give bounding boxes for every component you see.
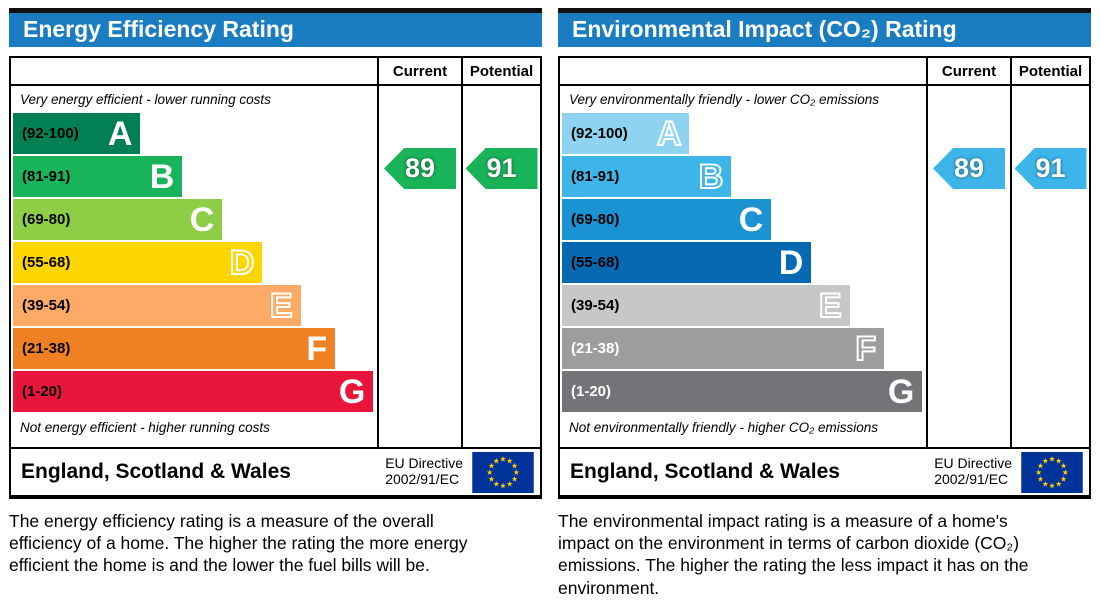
potential-column-header: Potential xyxy=(1010,58,1089,84)
rating-band-f: (21-38) F xyxy=(13,328,336,369)
band-range-label: (81-91) xyxy=(571,168,620,185)
potential-rating-cell: 91 xyxy=(1010,86,1089,447)
rating-band-c: (69-80) C xyxy=(562,199,772,240)
band-range-label: (81-91) xyxy=(22,168,71,185)
environmental-impact-chart: Environmental Impact (CO₂) Rating Curren… xyxy=(558,8,1091,599)
rating-band-b: (81-91) B xyxy=(562,156,732,197)
top-note: Very environmentally friendly - lower CO… xyxy=(569,92,879,107)
band-range-label: (1-20) xyxy=(22,383,63,400)
potential-rating-value: 91 xyxy=(1035,153,1066,183)
band-letter: G xyxy=(887,372,915,411)
rating-band-a: (92-100) A xyxy=(13,113,141,154)
rating-scale: Very environmentally friendly - lower CO… xyxy=(560,86,926,447)
potential-rating-value: 91 xyxy=(486,153,517,183)
potential-rating-arrow: 91 xyxy=(1014,148,1087,189)
band-letter: C xyxy=(738,200,764,239)
eu-directive-label: EU Directive 2002/91/EC xyxy=(385,455,463,487)
energy-efficiency-chart: Energy Efficiency Rating Current Potenti… xyxy=(9,8,542,599)
band-letter: D xyxy=(778,243,804,282)
band-range-label: (55-68) xyxy=(22,254,71,271)
table-header-row: Current Potential xyxy=(11,58,540,86)
band-letter: D xyxy=(229,243,256,283)
band-range-label: (21-38) xyxy=(571,340,620,357)
bottom-note: Not energy efficient - higher running co… xyxy=(20,420,270,435)
rating-band-c: (69-80) C xyxy=(13,199,223,240)
table-body: Very environmentally friendly - lower CO… xyxy=(560,86,1089,447)
table-body: Very energy efficient - lower running co… xyxy=(11,86,540,447)
band-range-label: (69-80) xyxy=(22,211,71,228)
band-range-label: (69-80) xyxy=(571,211,620,228)
header-spacer-cell xyxy=(560,58,926,84)
rating-band-a: (92-100) A xyxy=(562,113,690,154)
band-range-label: (92-100) xyxy=(22,125,79,142)
header-spacer-cell xyxy=(11,58,377,84)
band-range-label: (1-20) xyxy=(571,383,612,400)
current-column-header: Current xyxy=(926,58,1010,84)
rating-band-d: (55-68) D xyxy=(562,242,812,283)
band-letter: B xyxy=(698,157,725,197)
top-note: Very energy efficient - lower running co… xyxy=(20,92,271,107)
current-rating-cell: 89 xyxy=(377,86,461,447)
band-letter: G xyxy=(338,372,366,411)
rating-band-d: (55-68) D xyxy=(13,242,263,283)
chart-description: The energy efficiency rating is a measur… xyxy=(9,511,468,576)
band-range-label: (39-54) xyxy=(22,297,71,314)
band-letter: B xyxy=(149,157,175,196)
band-letter: E xyxy=(269,286,294,326)
rating-table: Current Potential Very energy efficient … xyxy=(9,56,542,449)
current-column-header: Current xyxy=(377,58,461,84)
band-range-label: (39-54) xyxy=(571,297,620,314)
eu-directive-label: EU Directive 2002/91/EC xyxy=(934,455,1012,487)
rating-band-f: (21-38) F xyxy=(562,328,885,369)
eu-flag-icon xyxy=(472,451,534,493)
region-label: England, Scotland & Wales xyxy=(21,460,291,483)
band-letter: C xyxy=(189,200,215,239)
band-letter: A xyxy=(107,114,133,153)
band-range-label: (21-38) xyxy=(22,340,71,357)
chart-title: Environmental Impact (CO₂) Rating xyxy=(558,8,1091,47)
potential-rating-cell: 91 xyxy=(461,86,540,447)
rating-band-e: (39-54) E xyxy=(562,285,850,326)
epc-ratings-page: Energy Efficiency Rating Current Potenti… xyxy=(9,8,1091,599)
current-rating-arrow: 89 xyxy=(933,148,1005,189)
potential-column-header: Potential xyxy=(461,58,540,84)
rating-band-g: (1-20) G xyxy=(562,371,923,412)
current-rating-value: 89 xyxy=(404,153,436,183)
band-letter: F xyxy=(854,329,877,369)
band-range-label: (55-68) xyxy=(571,254,620,271)
chart-footer: England, Scotland & Wales EU Directive 2… xyxy=(9,449,542,499)
chart-description: The environmental impact rating is a mea… xyxy=(558,511,1029,598)
rating-scale: Very energy efficient - lower running co… xyxy=(11,86,377,447)
band-range-label: (92-100) xyxy=(571,125,628,142)
region-label: England, Scotland & Wales xyxy=(570,460,840,483)
potential-rating-arrow: 91 xyxy=(465,148,538,189)
band-letter: A xyxy=(656,114,683,154)
rating-table: Current Potential Very environmentally f… xyxy=(558,56,1091,449)
eu-flag-icon xyxy=(1021,451,1083,493)
chart-title: Energy Efficiency Rating xyxy=(9,8,542,47)
table-header-row: Current Potential xyxy=(560,58,1089,86)
current-rating-cell: 89 xyxy=(926,86,1010,447)
rating-band-b: (81-91) B xyxy=(13,156,183,197)
rating-band-g: (1-20) G xyxy=(13,371,374,412)
bottom-note: Not environmentally friendly - higher CO… xyxy=(569,420,879,435)
band-letter: E xyxy=(818,286,843,326)
current-rating-arrow: 89 xyxy=(384,148,456,189)
current-rating-value: 89 xyxy=(953,153,985,183)
band-letter: F xyxy=(306,329,328,368)
chart-footer: England, Scotland & Wales EU Directive 2… xyxy=(558,449,1091,499)
rating-band-e: (39-54) E xyxy=(13,285,301,326)
